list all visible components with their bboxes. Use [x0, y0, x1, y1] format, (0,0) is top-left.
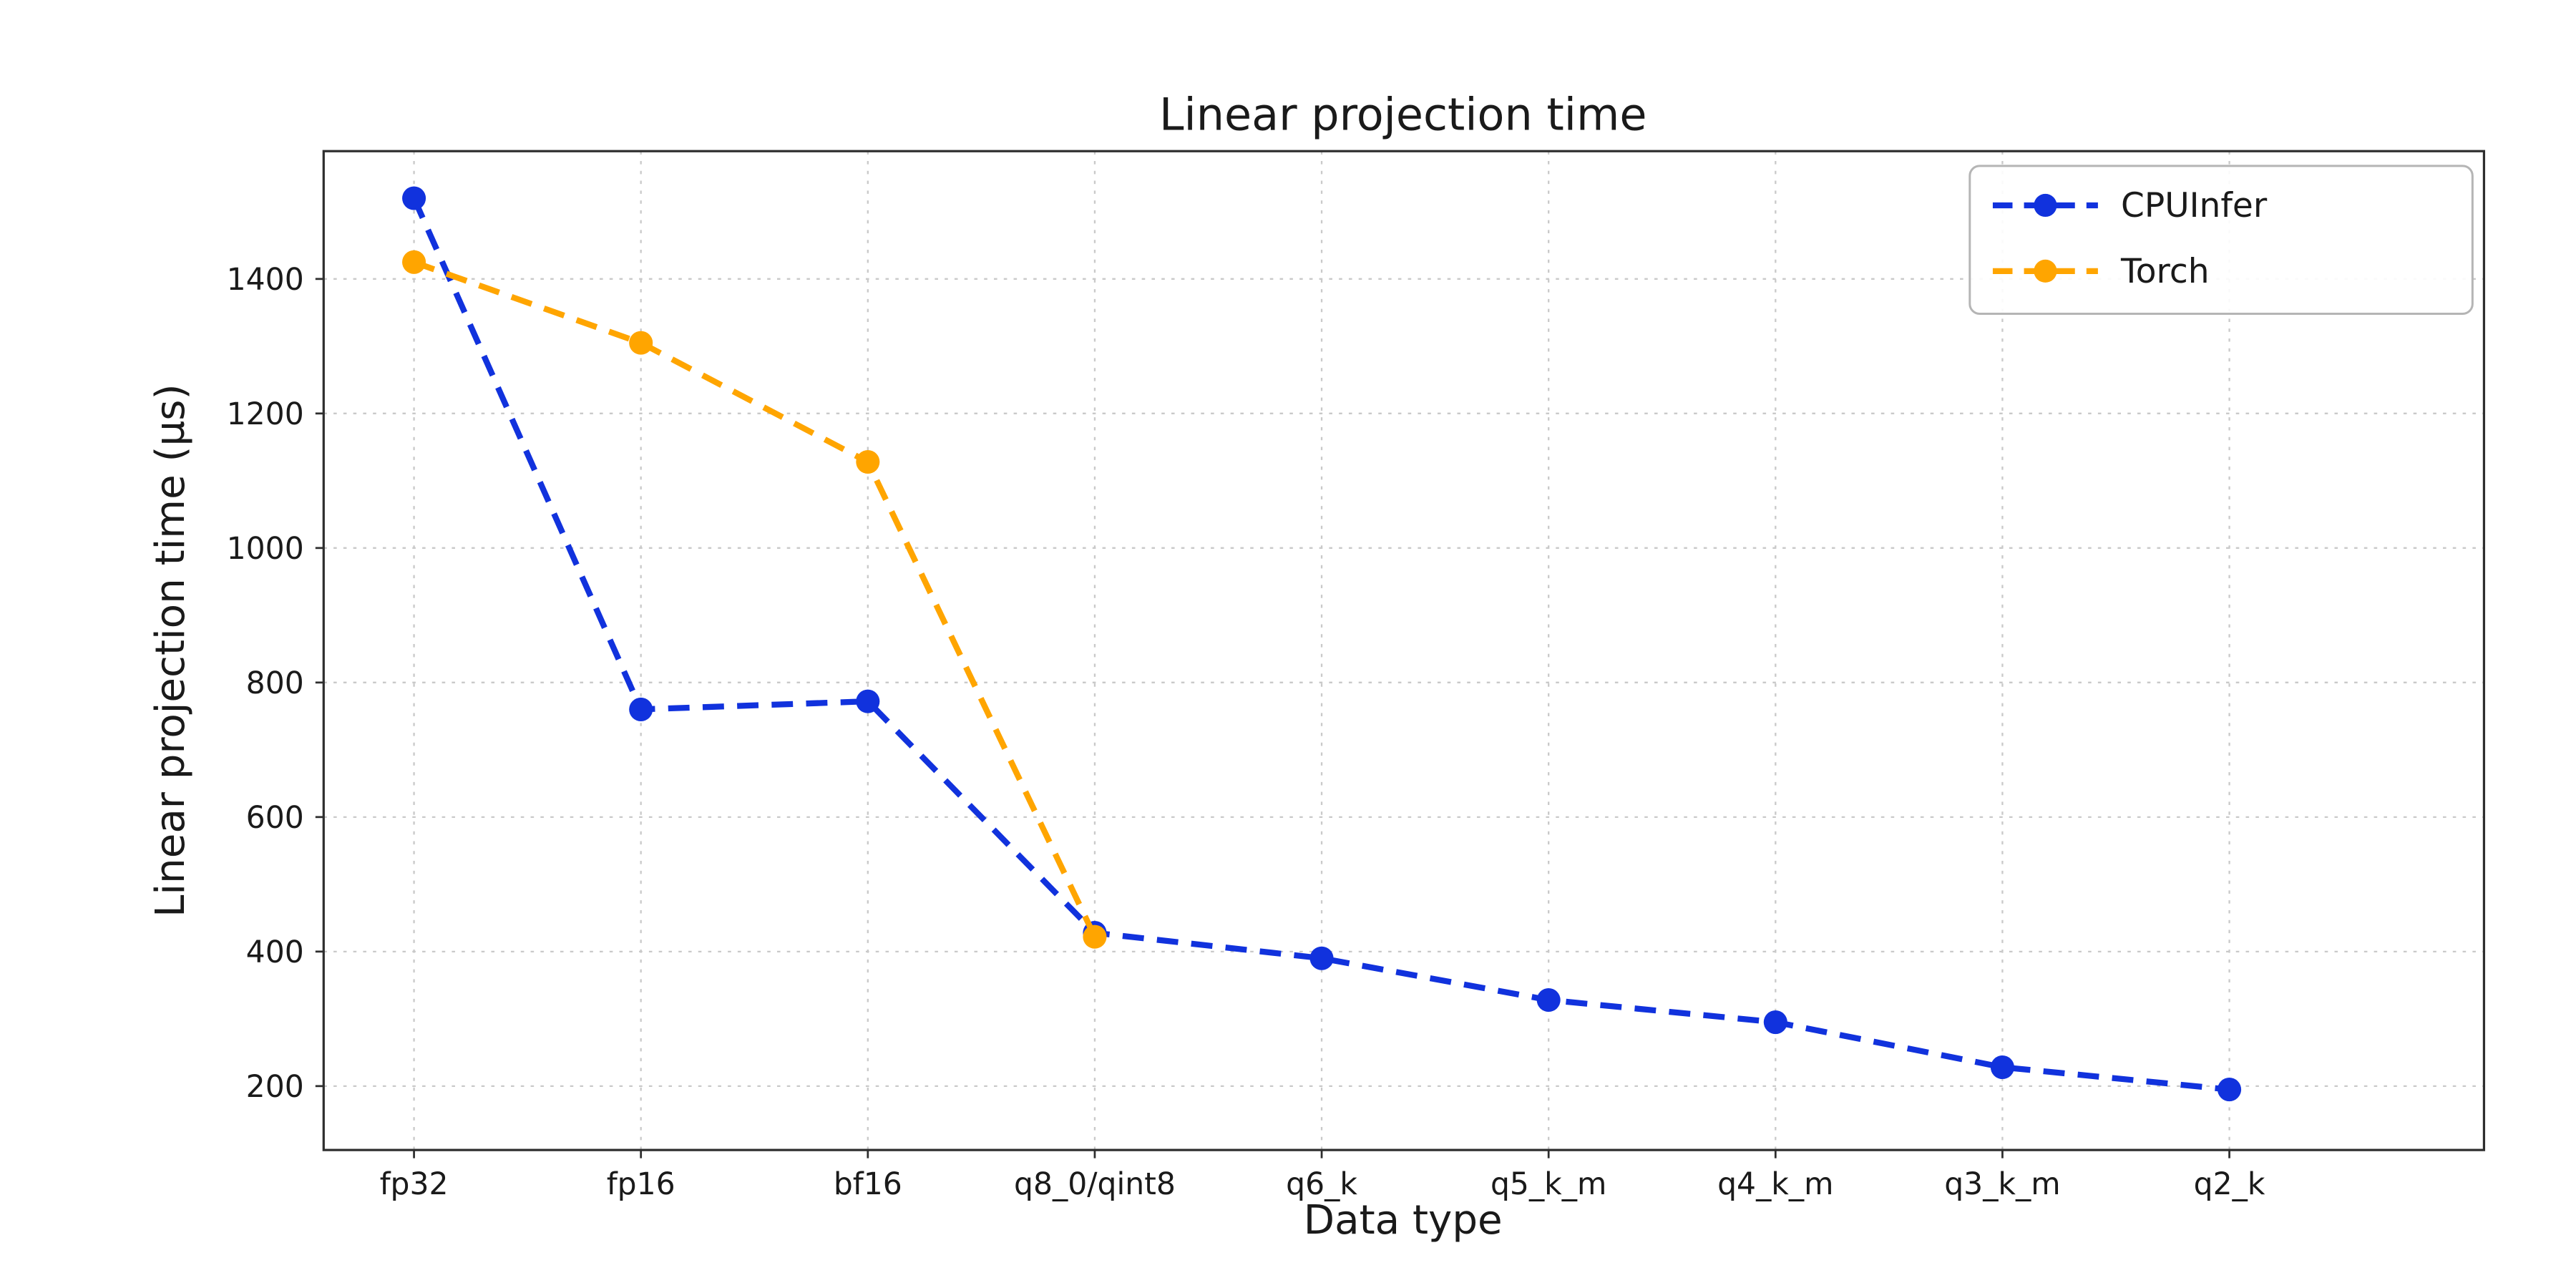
- series-torch: [402, 250, 1107, 949]
- chart-canvas: fp32 fp16 bf16 q8_0/qint8 q6_k q5_k_m q4_k_m q3…: [227, 150, 2486, 1202]
- series-torch-line: [413, 259, 1098, 938]
- series-cpuinfer-marker: [2218, 1078, 2242, 1102]
- x-tick-label: q5_k_m: [1491, 1167, 1606, 1202]
- x-tick-label: q8_0/qint8: [1014, 1167, 1176, 1202]
- series-torch-marker: [402, 250, 426, 274]
- x-tick-label: fp16: [607, 1167, 675, 1202]
- series-cpuinfer-marker: [856, 689, 880, 713]
- legend-label: Torch: [2120, 252, 2210, 291]
- x-axis-label: Data type: [1304, 1197, 1503, 1244]
- y-tick-label: 400: [246, 935, 304, 970]
- x-tick-label: q2_k: [2194, 1167, 2265, 1202]
- series-cpuinfer-marker: [1990, 1055, 2014, 1080]
- legend-item: Torch: [1992, 252, 2210, 291]
- legend-label: CPUInfer: [2121, 186, 2268, 225]
- x-tick-label: bf16: [834, 1167, 902, 1202]
- series-cpuinfer: [402, 186, 2242, 1102]
- y-tick-label: 1400: [227, 263, 304, 298]
- series-cpuinfer-marker: [1763, 1010, 1787, 1035]
- axes-frame: [322, 150, 2486, 1151]
- y-tick-label: 200: [246, 1070, 304, 1105]
- series-torch-marker: [856, 449, 880, 474]
- y-tick-label: 1200: [227, 397, 304, 432]
- x-tick-label: fp32: [380, 1167, 449, 1202]
- legend-marker: [2034, 259, 2057, 283]
- y-axis-label: Linear projection time (µs): [147, 384, 194, 917]
- y-tick-label: 600: [246, 801, 304, 836]
- y-tick-label: 1000: [227, 532, 304, 567]
- series-torch-marker: [629, 331, 653, 355]
- legend-item: CPUInfer: [1992, 186, 2268, 225]
- y-tick-label: 800: [246, 666, 304, 701]
- chart-title: Linear projection time: [1159, 88, 1646, 140]
- series-cpuinfer-marker: [402, 186, 426, 210]
- series-cpuinfer-marker: [1536, 987, 1561, 1013]
- x-tick-label: q6_k: [1286, 1167, 1357, 1202]
- series-torch-marker: [1083, 924, 1107, 949]
- series-cpuinfer-marker: [1309, 946, 1334, 970]
- legend: CPUInfer Torch: [1968, 165, 2474, 316]
- series-cpuinfer-marker: [629, 697, 653, 721]
- series-cpuinfer-line: [411, 197, 2230, 1093]
- legend-marker: [2034, 193, 2057, 218]
- tick-labels: fp32 fp16 bf16 q8_0/qint8 q6_k q5_k_m q4_k_m q3…: [227, 263, 2265, 1202]
- x-tick-label: q4_k_m: [1717, 1167, 1833, 1202]
- x-tick-label: q3_k_m: [1944, 1167, 2060, 1202]
- tick-marks: [315, 278, 2230, 1158]
